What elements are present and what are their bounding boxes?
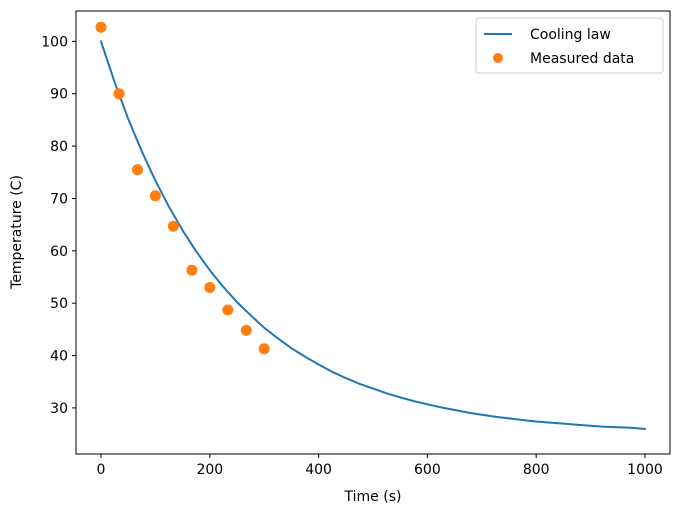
y-axis-label: Temperature (C) — [9, 175, 25, 290]
cooling-law-line — [100, 40, 646, 430]
legend-box — [475, 17, 664, 74]
measured-data-point — [95, 21, 107, 33]
x-tick-label: 800 — [523, 462, 550, 478]
measured-data-point — [132, 164, 143, 176]
legend: Cooling law Measured data — [475, 17, 664, 74]
measured-data-point — [204, 282, 216, 293]
y-axis-ticks: 30 40 50 60 70 80 90 100 — [41, 34, 76, 417]
x-axis-ticks: 0 200 400 600 800 1000 — [97, 454, 663, 478]
measured-data-point — [186, 264, 198, 276]
x-tick-label: 0 — [97, 462, 106, 478]
legend-label-cooling-law: Cooling law — [530, 27, 611, 43]
x-axis-label: Time (s) — [344, 489, 402, 505]
y-tick-label: 70 — [50, 191, 68, 207]
plot-area — [76, 11, 670, 454]
measured-data-point — [222, 304, 234, 316]
measured-data-point — [258, 343, 270, 355]
y-tick-label: 90 — [50, 87, 68, 103]
y-tick-label: 30 — [50, 401, 68, 417]
x-tick-label: 1000 — [627, 462, 663, 478]
legend-marker-swatch — [493, 53, 503, 63]
x-tick-label: 600 — [414, 462, 441, 478]
measured-data-point — [149, 190, 161, 202]
x-tick-label: 400 — [305, 462, 332, 478]
y-tick-label: 40 — [50, 349, 68, 365]
measured-data-point — [167, 220, 179, 232]
series-layer — [95, 21, 646, 430]
y-tick-label: 50 — [50, 296, 68, 312]
y-tick-label: 80 — [50, 139, 68, 155]
legend-label-measured-data: Measured data — [530, 51, 634, 67]
y-tick-label: 60 — [50, 244, 68, 260]
measured-data-point — [113, 88, 125, 100]
x-tick-label: 200 — [196, 462, 223, 478]
plot-frame — [75, 10, 671, 455]
y-tick-label: 100 — [41, 34, 68, 50]
measured-data-point — [240, 324, 252, 336]
